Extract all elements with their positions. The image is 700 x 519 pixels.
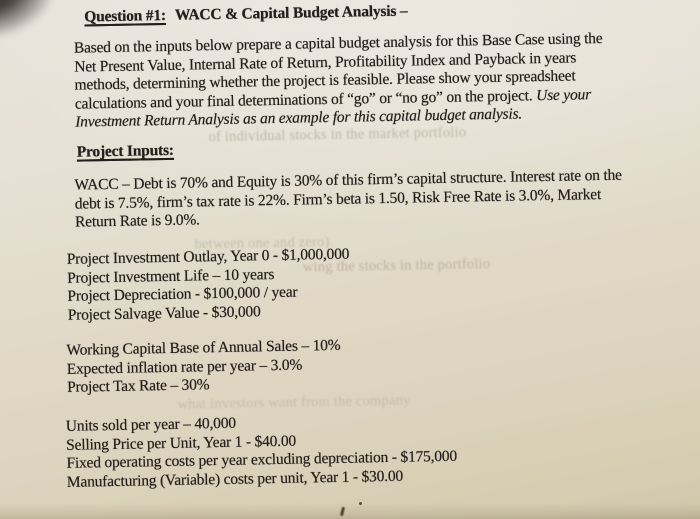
question-title-text: WACC & Capital Budget Analysis – [174,2,408,24]
question-title: Question #1: WACC & Capital Budget Analys… [84,2,407,27]
pen-dot [359,502,362,505]
project-inputs-group-rates: Working Capital Base of Annual Sales – 1… [66,337,341,398]
bleed-through-text: what investors want from the company [177,392,411,413]
project-inputs-heading: Project Inputs: [76,141,174,161]
text-line: Project Salvage Value - $30,000 [67,302,261,324]
question-number: Question #1: [84,6,167,26]
project-inputs-group-sales: Units sold per year – 40,000 Selling Pric… [66,411,458,492]
intro-paragraph: Based on the inputs below prepare a capi… [74,30,604,132]
wacc-paragraph: WACC – Debt is 70% and Equity is 30% of … [74,167,622,233]
project-inputs-group-investment: Project Investment Outlay, Year 0 - $1,0… [67,246,351,325]
